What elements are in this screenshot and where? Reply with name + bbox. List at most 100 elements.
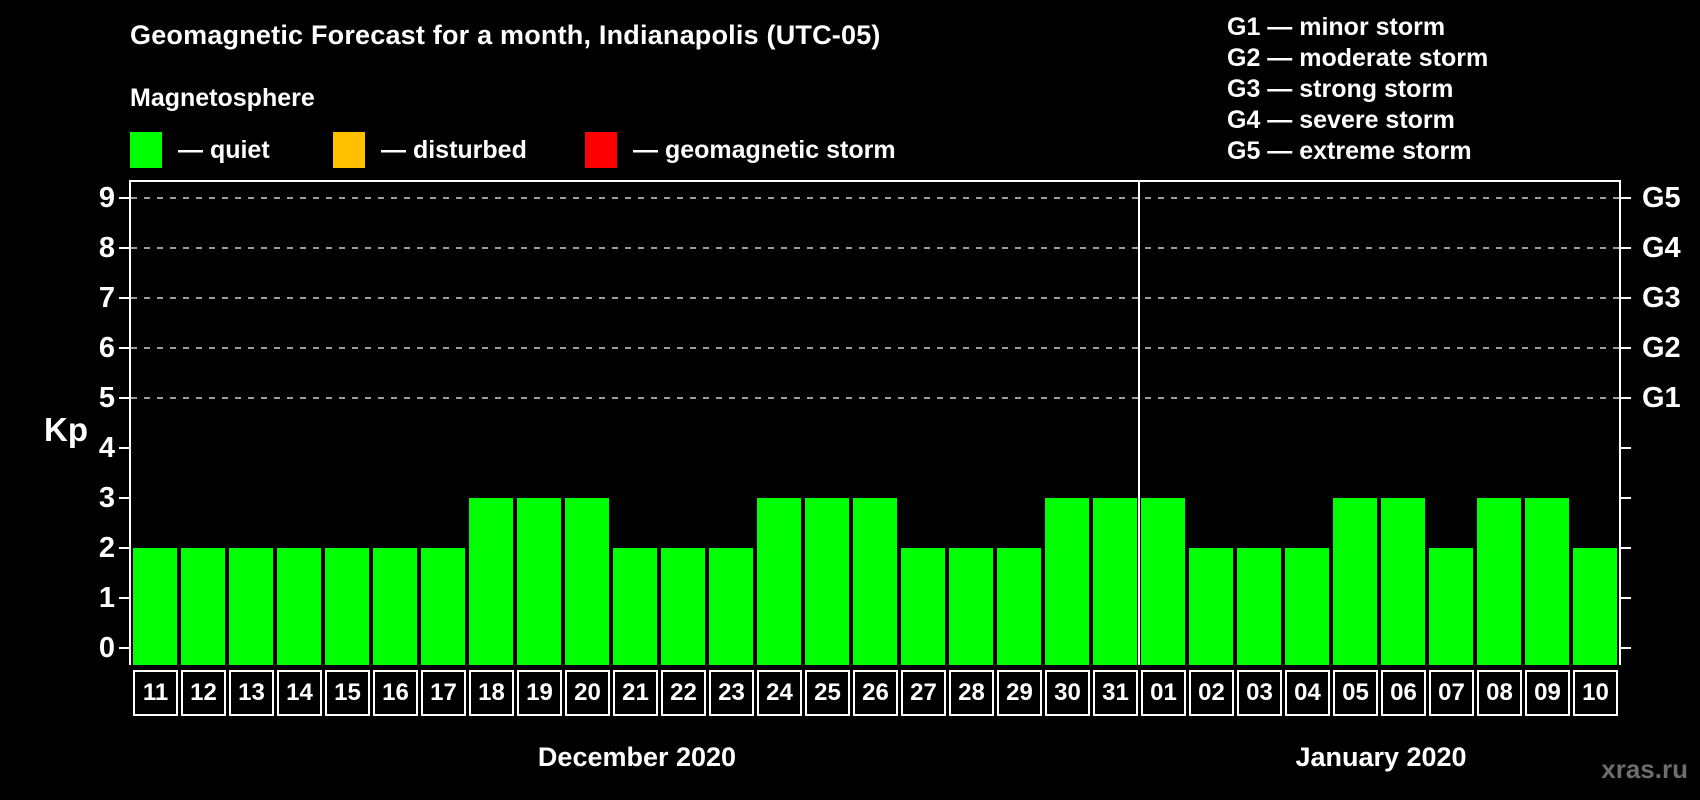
plot-area <box>119 180 1631 665</box>
y-tick-label: 9 <box>98 182 115 214</box>
y-tick-label: 6 <box>98 332 115 364</box>
kp-bar-day-24 <box>757 498 801 665</box>
left-axis-tick <box>119 647 129 649</box>
disturbed-color-swatch-icon <box>333 132 365 168</box>
left-axis-tick <box>119 347 129 349</box>
right-axis-tick <box>1621 547 1631 549</box>
gridline-kp6 <box>131 347 1619 349</box>
gridline-kp8 <box>131 247 1619 249</box>
g-legend-line-g4: G4 — severe storm <box>1227 106 1455 134</box>
kp-bar-day-17 <box>421 548 465 665</box>
left-axis-tick <box>119 247 129 249</box>
legend-label-disturbed: — disturbed <box>381 135 527 164</box>
x-axis-day-label: 03 <box>1237 670 1282 716</box>
g-scale-label-g2: G2 <box>1642 332 1681 364</box>
g-legend-line-g5: G5 — extreme storm <box>1227 137 1472 165</box>
kp-bar-day-25 <box>805 498 849 665</box>
left-axis-tick <box>119 497 129 499</box>
kp-bar-day-28 <box>949 548 993 665</box>
kp-bar-day-14 <box>277 548 321 665</box>
x-axis-day-label: 09 <box>1525 670 1570 716</box>
x-axis-day-label: 22 <box>661 670 706 716</box>
right-axis-tick <box>1621 397 1631 399</box>
kp-bar-day-05 <box>1333 498 1377 665</box>
x-axis-day-label: 26 <box>853 670 898 716</box>
x-axis-day-label: 15 <box>325 670 370 716</box>
left-axis-tick <box>119 197 129 199</box>
x-axis-day-label: 19 <box>517 670 562 716</box>
watermark: xras.ru <box>1601 754 1688 784</box>
g-legend-line-g3: G3 — strong storm <box>1227 75 1454 103</box>
quiet-color-swatch-icon <box>130 132 162 168</box>
kp-bar-day-29 <box>997 548 1041 665</box>
y-tick-label: 3 <box>98 482 115 514</box>
month-label: December 2020 <box>537 742 737 772</box>
kp-bar-day-03 <box>1237 548 1281 665</box>
kp-bar-day-27 <box>901 548 945 665</box>
x-axis-day-label: 28 <box>949 670 994 716</box>
kp-bar-day-01 <box>1141 498 1185 665</box>
left-axis-tick <box>119 597 129 599</box>
kp-bar-day-07 <box>1429 548 1473 665</box>
g-scale-label-g4: G4 <box>1642 232 1681 264</box>
y-tick-label: 0 <box>98 632 115 664</box>
x-axis-day-label: 29 <box>997 670 1042 716</box>
x-axis-day-label: 13 <box>229 670 274 716</box>
kp-bar-day-02 <box>1189 548 1233 665</box>
legend-item-geomagnetic-storm: — geomagnetic storm <box>585 131 896 169</box>
y-tick-label: 1 <box>98 582 115 614</box>
kp-bar-day-04 <box>1285 548 1329 665</box>
month-label: January 2020 <box>1295 742 1467 772</box>
x-axis-day-label: 21 <box>613 670 658 716</box>
x-axis-day-label: 23 <box>709 670 754 716</box>
x-axis-day-label: 01 <box>1141 670 1186 716</box>
x-axis-day-label: 16 <box>373 670 418 716</box>
kp-bar-day-20 <box>565 498 609 665</box>
x-axis-day-label: 12 <box>181 670 226 716</box>
x-axis-day-label: 11 <box>133 670 178 716</box>
x-axis-day-label: 31 <box>1093 670 1138 716</box>
right-axis-tick <box>1621 497 1631 499</box>
kp-bar-day-18 <box>469 498 513 665</box>
kp-bar-day-09 <box>1525 498 1569 665</box>
right-axis-tick <box>1621 197 1631 199</box>
g-legend-line-g1: G1 — minor storm <box>1227 13 1446 41</box>
y-tick-label: 7 <box>98 282 115 314</box>
g-scale-label-g3: G3 <box>1642 282 1681 314</box>
gridline-kp7 <box>131 297 1619 299</box>
right-axis-tick <box>1621 247 1631 249</box>
storm-color-swatch-icon <box>585 132 617 168</box>
y-tick-label: 8 <box>98 232 115 264</box>
g-scale-legend: G1 — minor storm G2 — moderate storm G3 … <box>1227 12 1488 167</box>
gridline-kp9 <box>131 197 1619 199</box>
legend-label-quiet: — quiet <box>178 135 270 164</box>
x-axis-day-label: 30 <box>1045 670 1090 716</box>
x-axis-day-label: 07 <box>1429 670 1474 716</box>
x-axis-day-label: 20 <box>565 670 610 716</box>
kp-bar-day-13 <box>229 548 273 665</box>
kp-bar-day-06 <box>1381 498 1425 665</box>
right-axis-tick <box>1621 347 1631 349</box>
kp-bar-day-12 <box>181 548 225 665</box>
x-axis-day-label: 25 <box>805 670 850 716</box>
kp-bar-day-19 <box>517 498 561 665</box>
kp-bar-day-30 <box>1045 498 1089 665</box>
kp-bar-day-15 <box>325 548 369 665</box>
legend-item-disturbed: — disturbed <box>333 131 527 169</box>
kp-bar-day-26 <box>853 498 897 665</box>
x-axis-day-label: 27 <box>901 670 946 716</box>
y-tick-label: 4 <box>98 432 115 464</box>
left-axis-tick <box>119 397 129 399</box>
page-title: Geomagnetic Forecast for a month, Indian… <box>130 20 881 50</box>
x-axis-day-label: 05 <box>1333 670 1378 716</box>
left-axis-tick <box>119 297 129 299</box>
magnetosphere-legend-heading: Magnetosphere <box>130 84 315 112</box>
right-axis-tick <box>1621 447 1631 449</box>
x-axis-day-label: 10 <box>1573 670 1618 716</box>
right-axis-tick <box>1621 597 1631 599</box>
legend-item-quiet: — quiet <box>130 131 270 169</box>
x-axis-day-label: 02 <box>1189 670 1234 716</box>
kp-bar-day-08 <box>1477 498 1521 665</box>
month-separator-line <box>1138 182 1140 665</box>
